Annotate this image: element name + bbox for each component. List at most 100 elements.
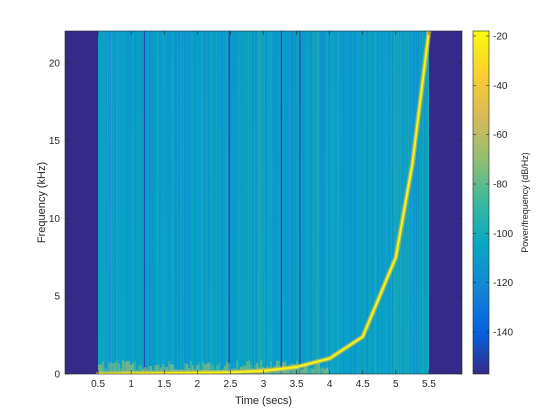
spectrogram-column [220, 31, 222, 374]
y-tick-label: 15 [49, 136, 61, 147]
spectrogram-column [222, 31, 224, 374]
low-frequency-column [324, 369, 327, 374]
spectrogram-column [289, 31, 291, 374]
y-axis-ticks: 0 5 10 15 20 [49, 58, 462, 381]
low-frequency-column [196, 364, 199, 374]
spectrogram-column [372, 31, 374, 374]
spectrogram-column [203, 31, 205, 374]
spectrogram-time-columns [98, 31, 430, 374]
spectrogram-column [115, 31, 117, 374]
spectrogram-column [188, 31, 190, 374]
spectrogram-column [349, 31, 351, 374]
spectrogram-column [217, 31, 219, 374]
spectrogram-column [327, 31, 329, 374]
spectrogram-column [384, 31, 386, 374]
spectrogram-column [359, 31, 361, 374]
spectrogram-column [227, 31, 229, 374]
low-frequency-column [164, 366, 167, 374]
spectrogram-column [302, 31, 304, 374]
x-tick-label: 2 [195, 379, 201, 390]
spectrogram-column [305, 31, 307, 374]
spectrogram-column [163, 31, 165, 374]
spectrogram-column [174, 31, 176, 374]
low-frequency-column [184, 363, 187, 374]
low-frequency-column [312, 368, 315, 374]
spectrogram-column [186, 31, 188, 374]
spectrogram-column [195, 31, 197, 374]
spectrogram-column [320, 31, 322, 374]
spectrogram-column [156, 31, 158, 374]
x-tick-label: 1.5 [157, 379, 171, 390]
spectrogram-column [252, 31, 254, 374]
spectrogram-column [318, 31, 320, 374]
spectrogram-column [385, 31, 387, 374]
spectrogram-column [381, 31, 383, 374]
spectrogram-column [225, 31, 227, 374]
plot-area [65, 31, 462, 374]
spectrogram-column [164, 31, 166, 374]
spectrogram-column [312, 31, 314, 374]
spectrogram-column [100, 31, 102, 374]
spectrogram-column [282, 31, 284, 374]
spectrogram-column [256, 31, 258, 374]
spectrogram-column [190, 31, 192, 374]
spectrogram-column [361, 31, 363, 374]
spectrogram-column [297, 31, 299, 374]
spectrogram-column [427, 31, 429, 374]
spectrogram-column [417, 31, 419, 374]
low-frequency-column [302, 368, 305, 374]
spectrogram-column [313, 31, 315, 374]
spectrogram-column [213, 31, 215, 374]
spectrogram-column [116, 31, 118, 374]
spectrogram-column [102, 31, 104, 374]
low-frequency-column [100, 364, 103, 374]
spectrogram-column [176, 31, 178, 374]
spectrogram-column [421, 31, 423, 374]
spectrogram-column [344, 31, 346, 374]
spectrogram-column [290, 31, 292, 374]
spectrogram-column [287, 31, 289, 374]
spectrogram-column [395, 31, 397, 374]
colorbar [472, 30, 490, 375]
spectrogram-column [291, 31, 293, 374]
low-frequency-column [186, 364, 189, 374]
spectrogram-column [182, 31, 184, 374]
spectrogram-column [169, 31, 171, 374]
spectrogram-column [251, 31, 253, 374]
spectrogram-column [159, 31, 161, 374]
low-frequency-column [320, 368, 323, 374]
spectrogram-column [337, 31, 339, 374]
spectrogram-column [146, 31, 148, 374]
spectrogram-column [319, 31, 321, 374]
colorbar-tick-label: -100 [493, 229, 513, 240]
spectrogram-column [219, 31, 221, 374]
spectrogram-column [181, 31, 183, 374]
spectrogram-column [218, 31, 220, 374]
low-frequency-column [148, 366, 151, 374]
x-tick-label: 4 [327, 379, 333, 390]
low-frequency-column [124, 362, 127, 374]
x-tick-label: 2.5 [223, 379, 237, 390]
spectrogram-column [382, 31, 384, 374]
spectrogram-column [368, 31, 370, 374]
y-tick-label: 20 [49, 58, 61, 69]
low-frequency-column [116, 360, 119, 374]
low-frequency-column [162, 364, 165, 374]
spectrogram-column [371, 31, 373, 374]
spectrogram-column [357, 31, 359, 374]
spectrogram-column [149, 31, 151, 374]
spectrogram-column [386, 31, 388, 374]
low-frequency-column [212, 364, 215, 374]
spectrogram-column [415, 31, 417, 374]
low-frequency-column [166, 367, 169, 374]
spectrogram-column [145, 31, 147, 374]
spectrogram-column [132, 31, 134, 374]
spectrogram-column [194, 31, 196, 374]
spectrogram-column [243, 31, 245, 374]
spectrogram-column [317, 31, 319, 374]
spectrogram-column [341, 31, 343, 374]
spectrogram-column [288, 31, 290, 374]
chirp-tone-line [96, 31, 431, 374]
spectrogram-column [158, 31, 160, 374]
spectrogram-column [257, 31, 259, 374]
